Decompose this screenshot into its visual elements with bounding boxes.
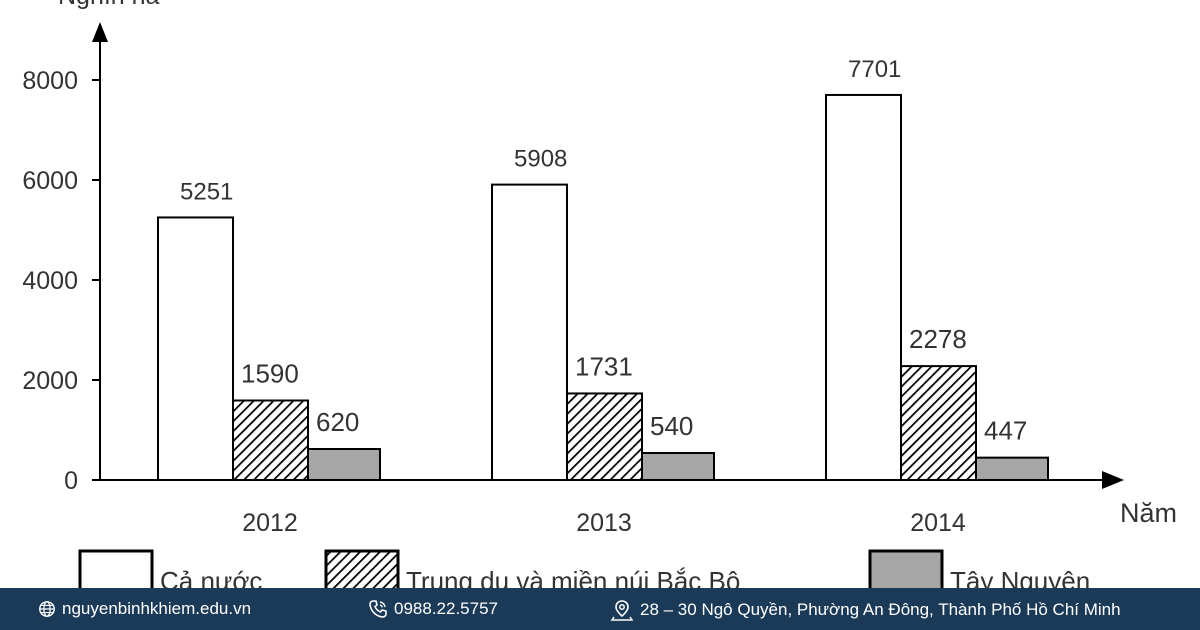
footer-address[interactable]: 28 – 30 Ngô Quyền, Phường An Đông, Thành… [610,599,1121,621]
bar-value-label: 1590 [241,359,299,389]
x-ticks: 2012 2013 2014 [242,509,966,537]
bar-2012-series-0 [157,216,234,481]
x-axis-label: Năm [1120,498,1177,528]
bar-value-label: 7701 [848,56,901,83]
legend: Cả nước Trung du và miền núi Bắc Bộ Tây Ng… [78,549,1090,588]
y-tick-label: 0 [64,467,78,495]
bar-2012-series-1 [232,399,309,481]
footer-bar: nguyenbinhkhiem.edu.vn 0988.22.5757 28 –… [0,588,1200,630]
globe-icon [39,601,55,617]
legend-label-2: Tây Nguyên [950,566,1090,588]
bar-value-label: 5908 [514,146,567,173]
bar-2014-series-1 [900,365,977,482]
y-axis-arrow [92,22,108,42]
phone-icon [369,600,387,618]
legend-swatch-2 [868,549,944,588]
bar-2014-series-0 [825,93,902,481]
bar-value-label: 620 [316,407,359,437]
y-axis-label: Nghìn ha [58,0,160,10]
y-ticks: 0 2000 4000 6000 8000 [22,67,100,495]
footer-address-text: 28 – 30 Ngô Quyền, Phường An Đông, Thành… [640,600,1121,619]
bar-2014-series-2 [975,456,1049,481]
bar-value-label: 5251 [180,178,233,205]
legend-swatch-1 [324,549,400,588]
x-tick-label: 2013 [576,509,632,537]
legend-label-1: Trung du và miền núi Bắc Bộ [406,566,740,588]
x-axis-arrow [1102,471,1124,489]
bar-chart: Nghìn ha Năm 0 2000 4000 6000 8000 5251 1590 6… [22,0,1177,588]
y-tick-label: 8000 [22,67,78,95]
bar-2013-series-2 [641,452,715,481]
footer-phone-text: 0988.22.5757 [394,599,498,618]
y-tick-label: 4000 [22,267,78,295]
location-pin-icon [610,600,634,621]
x-tick-label: 2014 [910,509,966,537]
bar-2013-series-0 [491,183,568,481]
bars: 5251 1590 620 5908 1731 540 7701 2278 447 [157,56,1049,482]
legend-swatch-0 [78,549,154,588]
legend-label-0: Cả nước [160,566,262,588]
bar-value-label: 1731 [575,351,633,381]
bar-2013-series-1 [566,392,643,482]
y-tick-label: 2000 [22,367,78,395]
bar-value-label: 447 [984,416,1027,446]
footer-phone[interactable]: 0988.22.5757 [368,599,498,619]
footer-website[interactable]: nguyenbinhkhiem.edu.vn [38,599,251,619]
bar-2012-series-2 [307,448,381,481]
y-tick-label: 6000 [22,167,78,195]
bar-value-label: 2278 [909,324,967,354]
footer-website-text: nguyenbinhkhiem.edu.vn [62,599,252,618]
bar-value-label: 540 [650,411,693,441]
x-tick-label: 2012 [242,509,298,537]
